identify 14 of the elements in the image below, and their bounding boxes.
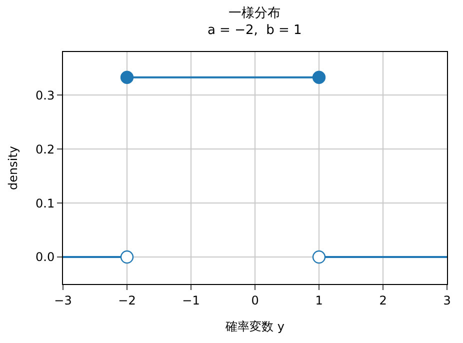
y-tick-label: 0.0 xyxy=(36,250,55,264)
x-tick-label: 1 xyxy=(315,293,323,308)
y-tick-label: 0.1 xyxy=(36,196,55,210)
x-tick-label: −1 xyxy=(182,293,200,308)
x-tick-label: 0 xyxy=(251,293,259,308)
y-axis-title: density xyxy=(6,146,20,190)
x-tick-label: −3 xyxy=(54,293,72,308)
x-tick-label: 3 xyxy=(443,293,451,308)
x-axis-title: 確率変数 y xyxy=(224,319,284,334)
x-tick-label: 2 xyxy=(379,293,387,308)
y-tick-label: 0.2 xyxy=(36,142,55,156)
chart-title: 一様分布 a = −2, b = 1 xyxy=(207,6,302,38)
x-tick-label: −2 xyxy=(118,293,136,308)
y-tick-label: 0.3 xyxy=(36,88,55,102)
